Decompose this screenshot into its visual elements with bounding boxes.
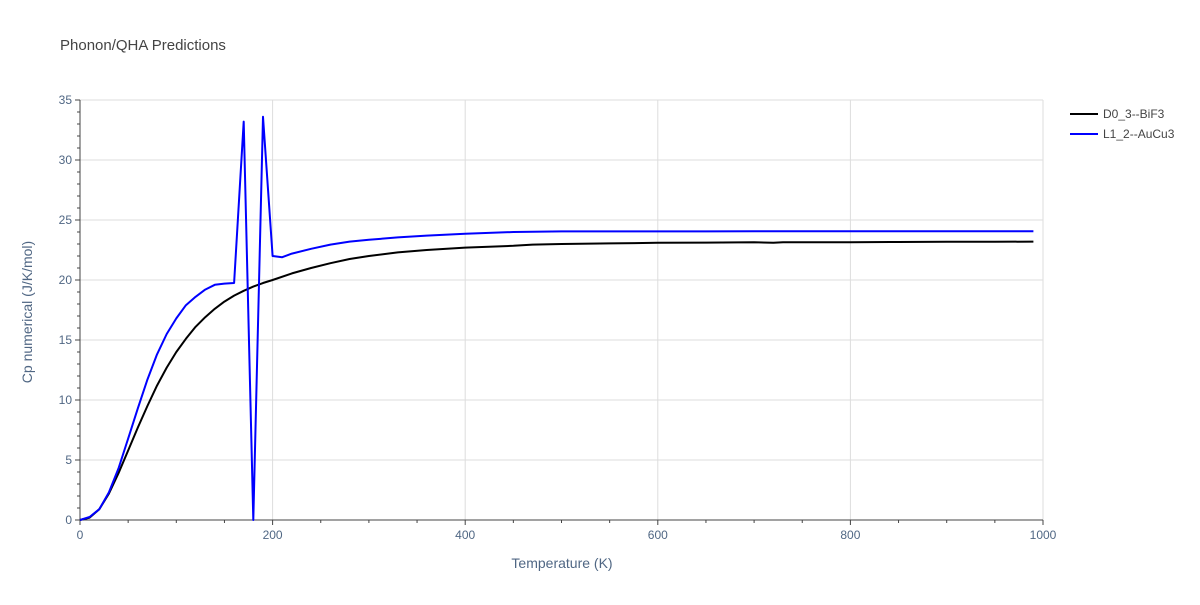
x-tick-label: 600 — [648, 528, 668, 542]
series-layer — [79, 115, 1034, 521]
legend-label: D0_3--BiF3 — [1103, 107, 1165, 121]
chart-title: Phonon/QHA Predictions — [60, 37, 226, 54]
legend-item[interactable]: L1_2--AuCu3 — [1070, 127, 1175, 141]
x-tick-label: 1000 — [1030, 528, 1057, 542]
x-tick-label: 200 — [263, 528, 283, 542]
x-tick-label: 0 — [77, 528, 84, 542]
legend-label: L1_2--AuCu3 — [1103, 127, 1175, 141]
y-tick-label: 5 — [65, 453, 72, 467]
x-axis-title: Temperature (K) — [511, 555, 612, 571]
y-tick-label: 25 — [59, 213, 73, 227]
x-tick-label: 800 — [840, 528, 860, 542]
y-tick-label: 35 — [59, 93, 73, 107]
series-line-d0-3-bif3[interactable] — [79, 240, 1034, 521]
legend-item[interactable]: D0_3--BiF3 — [1070, 107, 1165, 121]
x-tick-label: 400 — [455, 528, 475, 542]
axes-layer: 0 200 400 600 800 1000 0 5 10 15 20 25 30 35 — [59, 93, 1057, 542]
y-axis-title: Cp numerical (J/K/mol) — [19, 241, 35, 383]
y-tick-label: 15 — [59, 333, 73, 347]
legend[interactable]: D0_3--BiF3 L1_2--AuCu3 — [1070, 107, 1175, 141]
y-tick-label: 0 — [65, 513, 72, 527]
y-tick-label: 10 — [59, 393, 73, 407]
y-tick-label: 30 — [59, 153, 73, 167]
series-line-l1-2-aucu3[interactable] — [79, 115, 1034, 521]
y-tick-label: 20 — [59, 273, 73, 287]
